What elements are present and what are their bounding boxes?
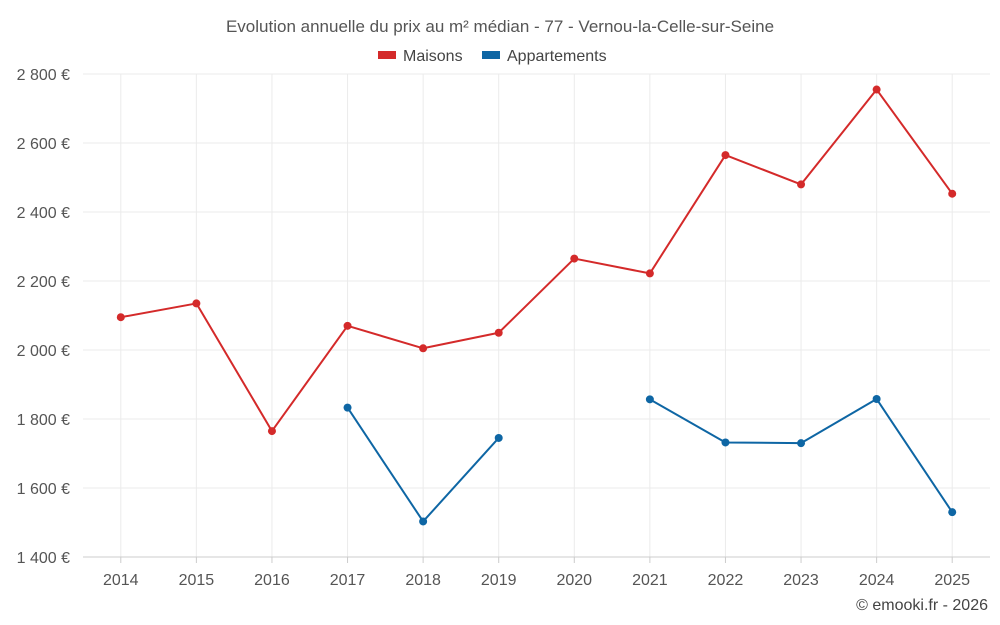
x-tick-label: 2021	[632, 572, 668, 589]
x-tick-label: 2016	[254, 572, 290, 589]
data-point-appartements[interactable]	[948, 508, 957, 517]
x-tick-label: 2022	[708, 572, 744, 589]
x-tick-label: 2017	[330, 572, 366, 589]
data-point-maisons[interactable]	[116, 313, 125, 322]
data-point-maisons[interactable]	[570, 254, 579, 263]
data-point-maisons[interactable]	[645, 269, 654, 278]
data-point-appartements[interactable]	[645, 395, 654, 404]
x-tick-label: 2015	[179, 572, 215, 589]
y-tick-label: 2 200 €	[17, 274, 70, 291]
legend-label-appartements[interactable]: Appartements	[507, 48, 607, 65]
data-point-appartements[interactable]	[797, 439, 806, 448]
data-point-maisons[interactable]	[721, 151, 730, 160]
x-tick-label: 2023	[783, 572, 819, 589]
y-tick-label: 1 400 €	[17, 550, 70, 567]
x-tick-label: 2020	[556, 572, 592, 589]
x-tick-label: 2025	[934, 572, 970, 589]
data-point-maisons[interactable]	[192, 299, 201, 308]
y-tick-label: 2 400 €	[17, 205, 70, 222]
data-point-appartements[interactable]	[419, 517, 428, 526]
series-line-maisons	[120, 88, 954, 433]
data-point-appartements[interactable]	[343, 403, 352, 412]
data-point-maisons[interactable]	[267, 427, 276, 436]
y-tick-label: 2 800 €	[17, 67, 70, 84]
data-point-maisons[interactable]	[797, 180, 806, 189]
y-tick-label: 1 800 €	[17, 412, 70, 429]
data-point-appartements[interactable]	[494, 433, 503, 442]
y-tick-label: 2 600 €	[17, 136, 70, 153]
chart-title: Evolution annuelle du prix au m² médian …	[226, 17, 774, 36]
legend-label-maisons[interactable]: Maisons	[403, 48, 463, 65]
legend[interactable]: Maisons Appartements	[378, 48, 607, 65]
data-point-appartements[interactable]	[721, 438, 730, 447]
x-tick-label: 2014	[103, 572, 139, 589]
x-tick-label: 2018	[405, 572, 441, 589]
data-point-maisons[interactable]	[419, 344, 428, 353]
data-point-maisons[interactable]	[494, 328, 503, 337]
y-tick-label: 2 000 €	[17, 343, 70, 360]
legend-swatch-appartements	[482, 51, 500, 59]
data-point-maisons[interactable]	[343, 321, 352, 330]
credit-text: © emooki.fr - 2026	[856, 597, 988, 614]
data-point-appartements[interactable]	[872, 394, 881, 403]
grid	[83, 73, 990, 558]
data-point-maisons[interactable]	[872, 85, 881, 94]
data-point-maisons[interactable]	[948, 189, 957, 198]
axes: 1 400 € 1 600 € 1 800 € 2 000 € 2 200 € 2 400…	[17, 67, 990, 589]
x-tick-label: 2019	[481, 572, 517, 589]
series-layer	[116, 85, 957, 526]
legend-swatch-maisons	[378, 51, 396, 59]
x-tick-label: 2024	[859, 572, 895, 589]
y-tick-label: 1 600 €	[17, 481, 70, 498]
